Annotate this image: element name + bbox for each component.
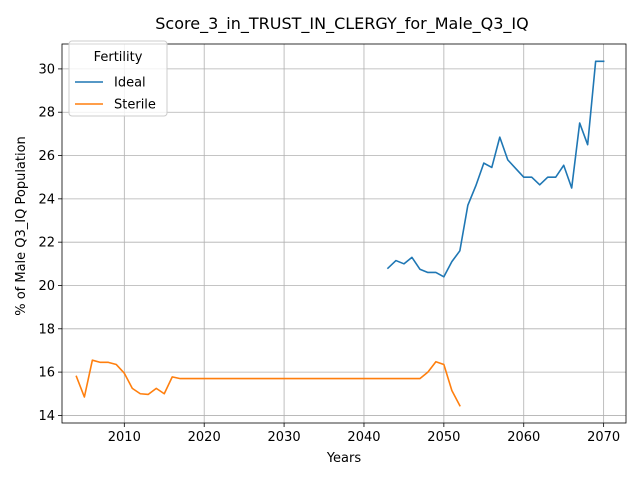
x-tick-label: 2070 <box>587 430 620 445</box>
legend-label-sterile: Sterile <box>114 98 156 113</box>
x-axis: 2010 2020 2030 2040 2050 2060 2070 <box>108 423 620 445</box>
y-axis: 14 16 18 20 22 24 26 28 30 <box>38 62 62 424</box>
x-tick-label: 2060 <box>507 430 540 445</box>
x-tick-label: 2020 <box>188 430 221 445</box>
y-tick-label: 20 <box>38 279 55 294</box>
legend-label-ideal: Ideal <box>114 76 146 91</box>
plot-frame <box>61 43 627 424</box>
x-tick-label: 2040 <box>347 430 380 445</box>
y-tick-label: 14 <box>38 409 55 424</box>
y-tick-label: 30 <box>38 62 55 77</box>
legend-title: Fertility <box>94 50 143 65</box>
y-tick-label: 24 <box>38 192 55 207</box>
legend: Fertility Ideal Sterile <box>68 40 168 117</box>
y-axis-label: % of Male Q3_IQ Population <box>14 136 29 316</box>
x-tick-label: 2050 <box>427 430 460 445</box>
series-line-sterile <box>75 359 461 407</box>
series-line-ideal <box>386 60 605 278</box>
series-group <box>75 60 605 407</box>
gridlines <box>62 44 626 423</box>
legend-box <box>68 40 168 117</box>
x-tick-label: 2010 <box>108 430 141 445</box>
x-axis-label: Years <box>326 451 362 466</box>
y-tick-label: 28 <box>38 106 55 121</box>
y-tick-label: 18 <box>38 322 55 337</box>
y-tick-label: 26 <box>38 149 55 164</box>
chart-title: Score_3_in_TRUST_IN_CLERGY_for_Male_Q3_I… <box>155 14 528 34</box>
x-tick-label: 2030 <box>268 430 301 445</box>
y-tick-label: 22 <box>38 236 55 251</box>
y-tick-label: 16 <box>38 366 55 381</box>
